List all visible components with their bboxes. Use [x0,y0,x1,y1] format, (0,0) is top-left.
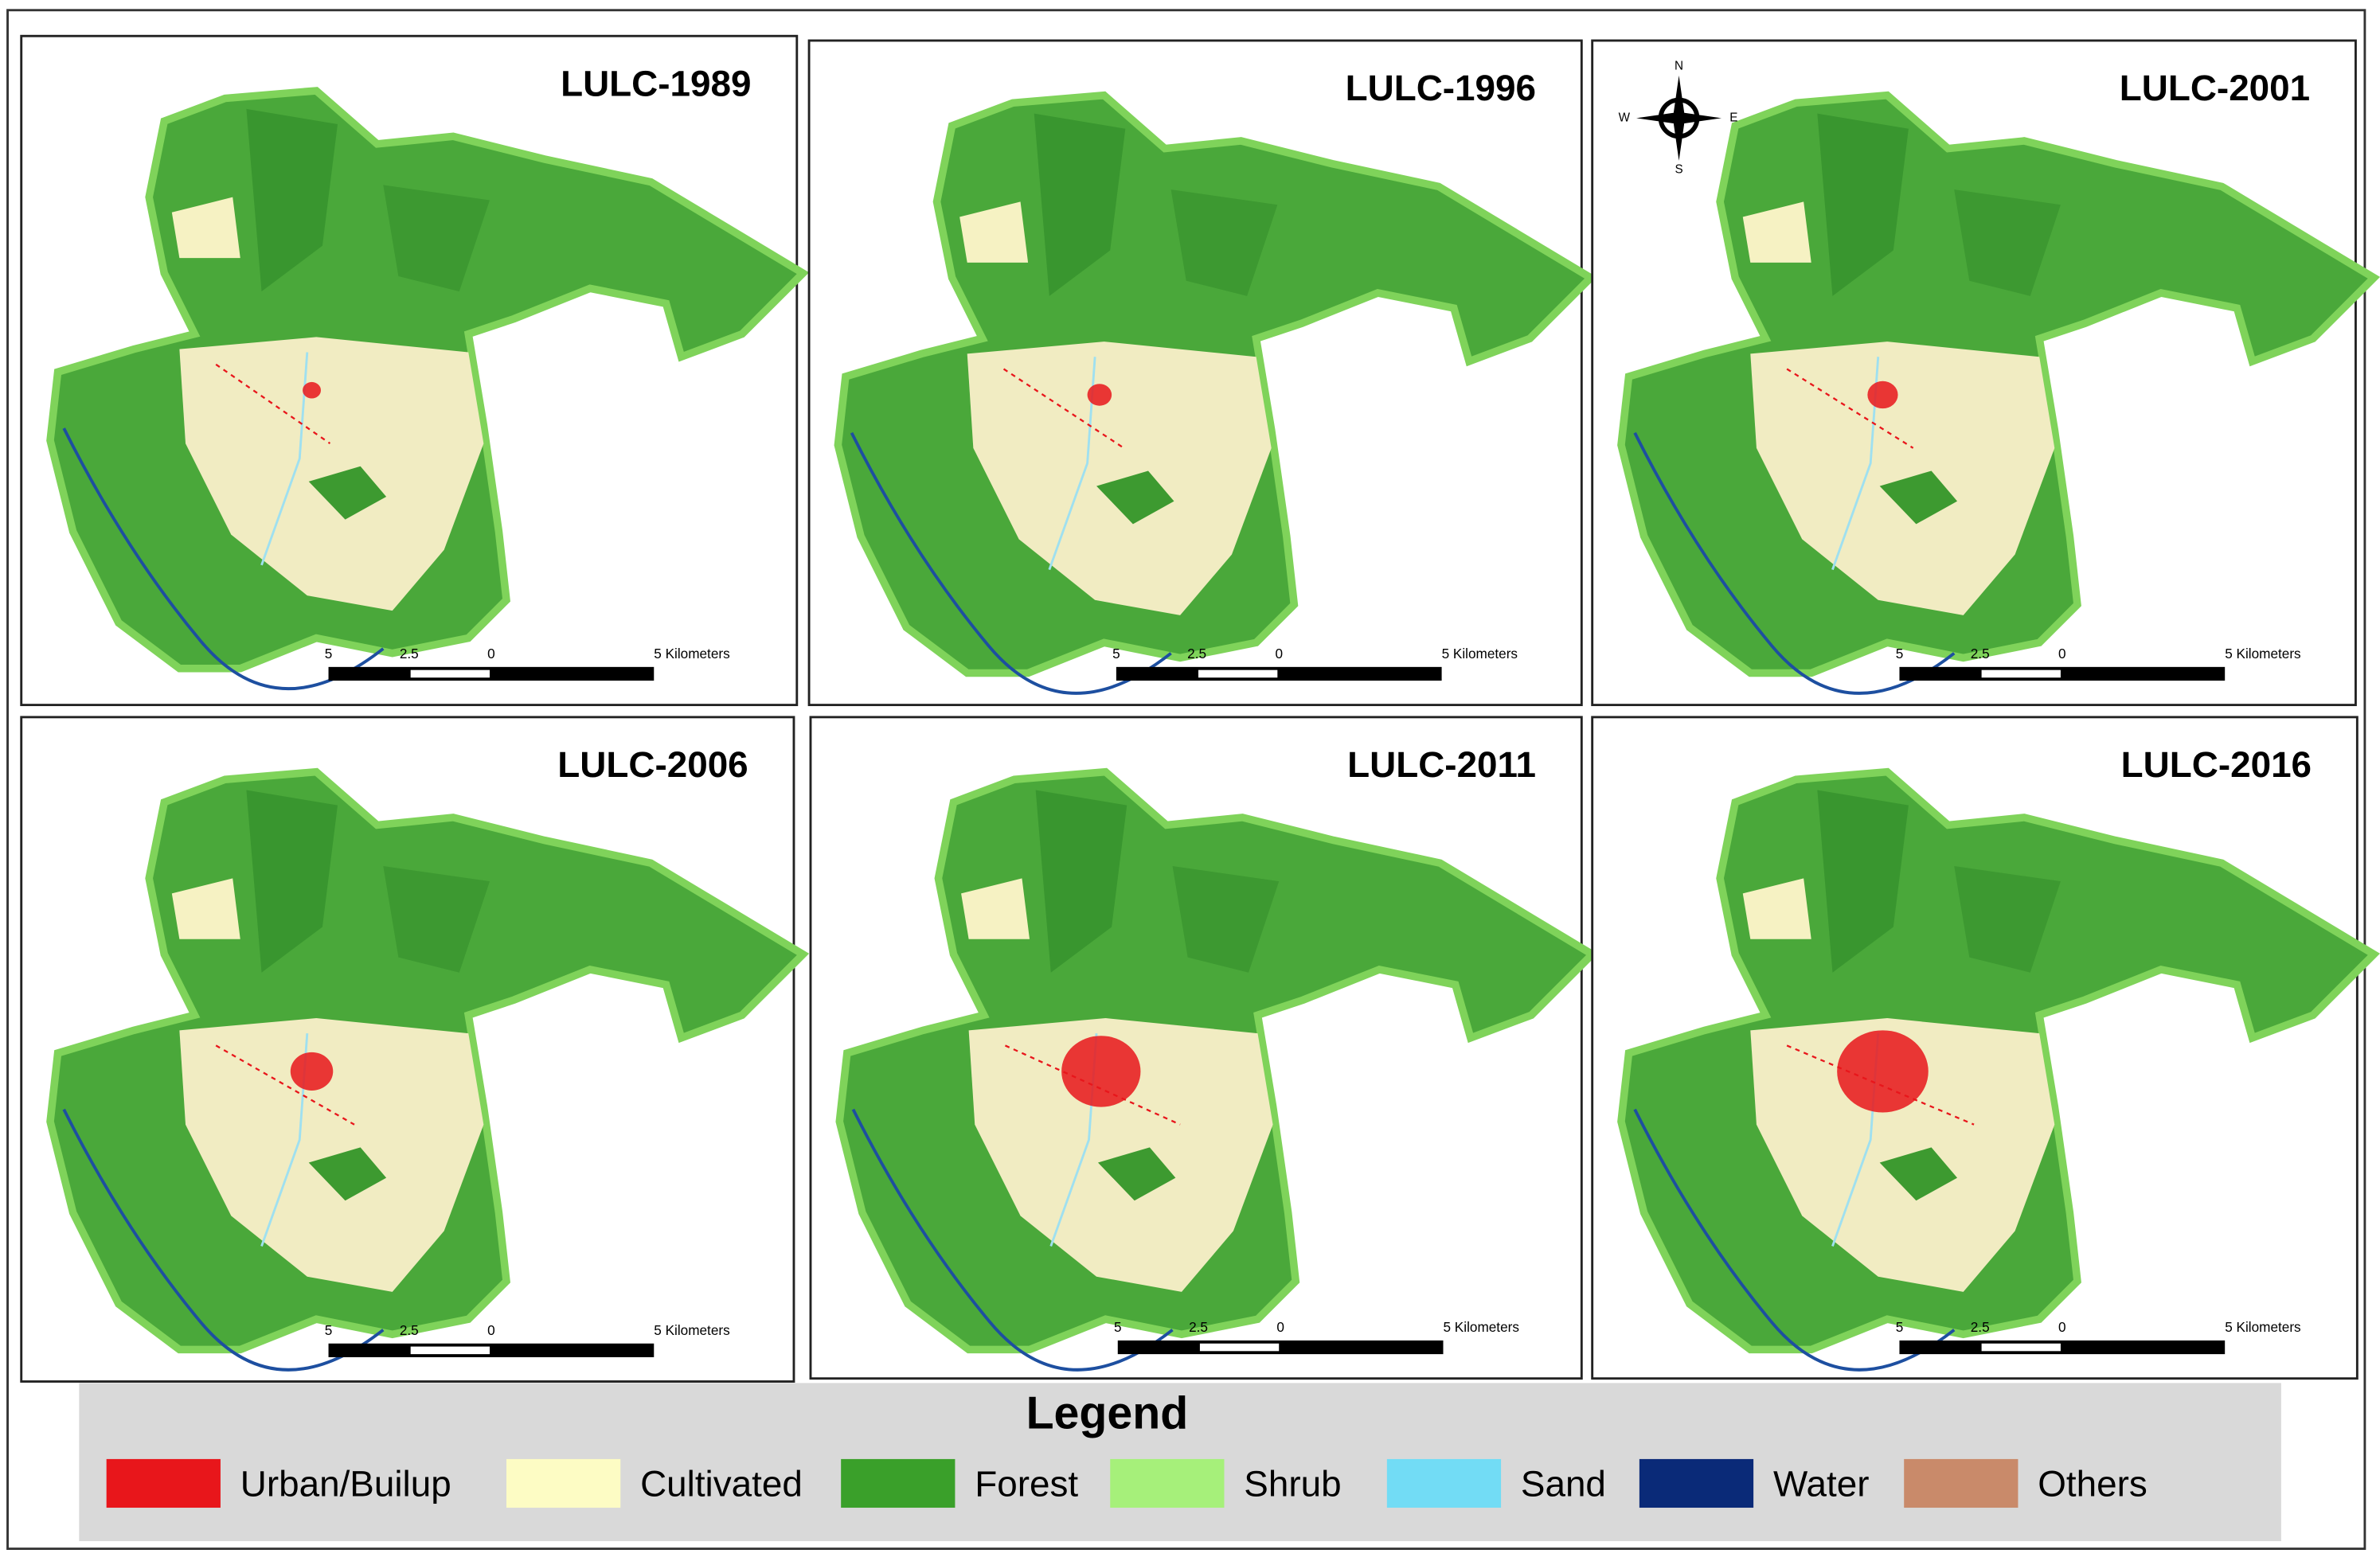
urban-area [1867,381,1898,409]
map [1621,96,2374,693]
scale-label: 0 [2058,1319,2066,1335]
legend-swatch [841,1458,956,1508]
urban-area [1087,384,1112,406]
scale-label: 5 [1896,646,1904,662]
legend-swatch [106,1458,221,1508]
scale-bar [1116,666,1442,681]
compass-label: E [1729,111,1737,124]
legend-label: Sand [1521,1463,1606,1504]
compass-needle [1636,75,1722,161]
scale-label: 0 [1275,646,1283,662]
panel-title: LULC-1989 [561,63,751,103]
scale-label: 0 [487,1322,495,1338]
map [838,96,1590,693]
scale-label: 5 [1114,1319,1122,1335]
panel-title: LULC-2011 [1347,744,1536,785]
legend-swatch [1904,1458,2019,1508]
scale-label: 5 [325,646,333,662]
scale-label: 2.5 [1971,1319,1990,1335]
map [839,772,1592,1370]
panel-title: LULC-2001 [2120,68,2310,108]
scale-label: 5 [325,1322,333,1338]
urban-road [1786,368,1914,449]
scale-bar-white [1198,669,1278,678]
scale-label: 2.5 [400,1322,419,1338]
legend-swatch [1639,1458,1754,1508]
map [50,91,803,689]
map [50,772,803,1370]
urban-area [303,381,321,399]
scale-bar [1899,666,2226,681]
compass-label: N [1675,59,1683,72]
scale-label: 2.5 [400,646,419,662]
legend-label: Urban/Builup [240,1463,451,1504]
scale-bar [1117,1340,1444,1355]
urban-area [290,1052,334,1091]
scale-label: 5 Kilometers [1442,646,1518,662]
legend-title: Legend [1026,1388,1189,1439]
scale-bar [328,1343,655,1357]
legend-label: Others [2038,1463,2147,1504]
scale-label: 5 Kilometers [654,646,729,662]
legend-label: Water [1773,1463,1870,1504]
urban-road [1002,368,1125,449]
legend-label: Shrub [1244,1463,1341,1504]
outer-border [6,9,2366,1551]
panel-title: LULC-2006 [557,744,748,785]
scale-label: 5 Kilometers [1443,1319,1518,1335]
legend-label: Cultivated [640,1463,803,1504]
scale-label: 2.5 [1187,646,1206,662]
scale-label: 2.5 [1189,1319,1208,1335]
scale-bar-white [1199,1343,1280,1352]
scale-bar [328,666,655,681]
legend-label: Forest [975,1463,1078,1504]
scale-label: 5 Kilometers [2225,1319,2300,1335]
urban-road [1786,1044,1975,1126]
scale-bar-white [410,669,490,678]
scale-label: 0 [2058,646,2066,662]
urban-area [1061,1036,1141,1107]
scale-bar [1899,1340,2226,1355]
scale-bar-white [1981,669,2061,678]
panel-title: LULC-1996 [1346,68,1536,108]
scale-bar-white [1981,1343,2061,1352]
compass-label: S [1675,162,1682,176]
scale-bar-white [410,1346,490,1355]
scale-label: 5 Kilometers [654,1322,729,1338]
map [1621,772,2374,1370]
scale-label: 5 [1896,1319,1904,1335]
scale-label: 0 [487,646,495,662]
scale-label: 5 [1112,646,1120,662]
compass-label: W [1619,111,1631,124]
urban-area [1837,1030,1929,1113]
scale-label: 0 [1276,1319,1284,1335]
legend-swatch [1386,1458,1502,1508]
scale-label: 5 Kilometers [2225,646,2300,662]
legend-swatch [1110,1458,1225,1508]
scale-label: 2.5 [1971,646,1990,662]
legend-swatch [506,1458,621,1508]
panel-title: LULC-2016 [2121,744,2312,785]
